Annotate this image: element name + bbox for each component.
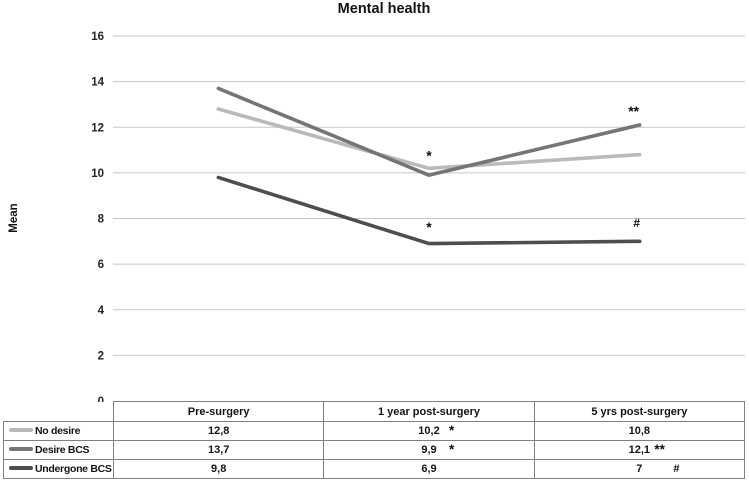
- cell-value: 10,2: [418, 425, 440, 437]
- value-cell: 10,2 *: [323, 421, 535, 441]
- y-tick-label: 8: [98, 214, 105, 226]
- cell-value: 12,1: [628, 444, 651, 456]
- significance-marker: *: [426, 147, 432, 163]
- value-cell: 9,8: [112, 459, 325, 479]
- significance-marker: **: [628, 103, 639, 119]
- column-header: Pre-surgery: [112, 401, 325, 422]
- y-tick-label: 6: [98, 259, 104, 271]
- chart-title: Mental health: [337, 1, 431, 17]
- significance-marker: *: [426, 219, 432, 235]
- table-header-row: Pre-surgery 1 year post-surgery 5 yrs post…: [4, 401, 746, 422]
- chart-data-table: Pre-surgery 1 year post-surgery 5 yrs post…: [3, 401, 746, 479]
- table-corner-cell: [4, 402, 114, 422]
- cell-value: 9,9: [421, 444, 437, 456]
- value-cell: 13,7: [112, 440, 325, 460]
- value-cell: 10,8: [533, 421, 746, 441]
- legend-line-sample: [9, 428, 33, 432]
- y-tick-label: 2: [98, 350, 104, 362]
- cell-value: 7: [636, 463, 643, 475]
- value-cell: 7 #: [533, 459, 746, 479]
- y-tick-label: 4: [98, 305, 105, 317]
- legend-label: Desire BCS: [35, 444, 90, 456]
- series-line-no-desire: [216, 107, 642, 171]
- y-tick-label: 12: [91, 122, 104, 134]
- series-line-undergone-bcs: [216, 175, 642, 246]
- cell-value: 13,7: [207, 444, 230, 456]
- table-row: Undergone BCS 9,8 6,9 7 #: [3, 459, 746, 479]
- y-tick-label: 14: [91, 77, 104, 89]
- value-cell: 6,9: [323, 459, 535, 479]
- legend-key: No desire: [3, 421, 114, 441]
- legend-line-sample: [9, 447, 33, 451]
- column-header: 5 yrs post-surgery: [533, 401, 746, 422]
- series-line-desire-bcs: [216, 86, 642, 177]
- y-tick-label: 16: [91, 31, 104, 43]
- legend-label: No desire: [35, 425, 81, 437]
- cell-value: 12,8: [207, 425, 230, 437]
- value-cell: 12,8: [112, 421, 325, 441]
- significance-marker: #: [633, 216, 640, 230]
- legend-key: Desire BCS: [3, 440, 114, 460]
- legend-key: Undergone BCS: [3, 459, 114, 479]
- y-tick-label: 0: [98, 396, 104, 402]
- column-header: 1 year post-surgery: [323, 401, 535, 422]
- value-cell: 9,9 *: [323, 440, 535, 460]
- table-row: No desire 12,8 10,2 * 10,8: [3, 421, 746, 441]
- legend-label: Undergone BCS: [35, 463, 112, 475]
- cell-value: 10,8: [628, 425, 651, 437]
- legend-line-sample: [9, 466, 33, 470]
- cell-value: 9,8: [211, 463, 227, 475]
- cell-value: 6,9: [421, 463, 437, 475]
- y-tick-label: 10: [91, 168, 104, 180]
- table-row: Desire BCS 13,7 9,9 * 12,1 **: [3, 440, 746, 460]
- value-cell: 12,1 **: [533, 440, 746, 460]
